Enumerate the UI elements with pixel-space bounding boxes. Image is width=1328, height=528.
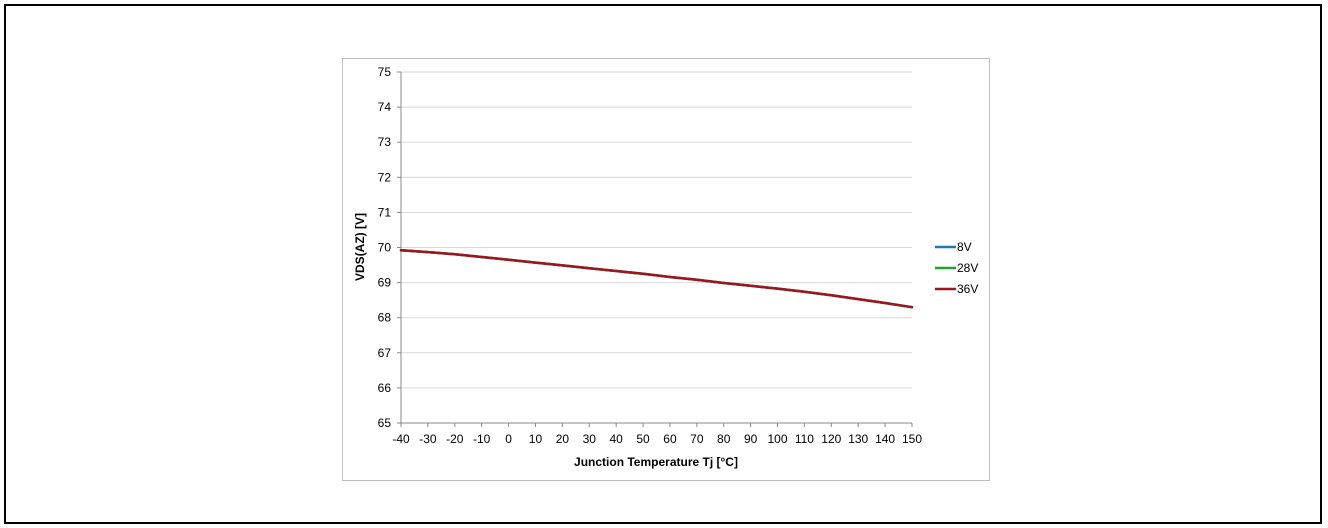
x-tick-label: 50 (636, 432, 650, 446)
x-tick-label: 10 (529, 432, 543, 446)
y-tick-label: 67 (378, 346, 392, 360)
legend-label: 28V (957, 261, 978, 275)
y-axis-label: VDS(AZ) [V] (353, 213, 367, 281)
legend: 8V 28V 36V (935, 240, 978, 296)
x-tick-label: -30 (419, 432, 437, 446)
x-tick-label: 0 (505, 432, 512, 446)
legend-label: 8V (957, 240, 972, 254)
y-tick-label: 72 (378, 170, 392, 184)
y-tick-label: 65 (378, 416, 392, 430)
y-axis-ticks: 65 66 67 68 69 70 71 72 73 74 75 (378, 65, 392, 430)
y-tick-label: 68 (378, 311, 392, 325)
x-tick-label: 130 (848, 432, 868, 446)
gridlines (397, 71, 913, 427)
x-tick-label: 40 (609, 432, 623, 446)
x-tick-label: 100 (768, 432, 788, 446)
y-tick-label: 75 (378, 65, 392, 79)
y-tick-label: 73 (378, 135, 392, 149)
x-tick-label: 140 (875, 432, 895, 446)
chart-frame (342, 58, 990, 481)
y-tick-label: 69 (378, 276, 392, 290)
legend-label: 36V (957, 282, 978, 296)
x-tick-label: -10 (473, 432, 491, 446)
x-tick-label: 120 (821, 432, 841, 446)
x-tick-label: 80 (717, 432, 731, 446)
x-tick-label: 110 (795, 432, 814, 446)
y-tick-label: 74 (378, 100, 392, 114)
x-tick-label: 60 (663, 432, 677, 446)
x-axis-ticks: -40 -30 -20 -10 0 10 20 30 40 50 60 70 80 90 100 110 120… (392, 432, 922, 446)
x-tick-label: -20 (446, 432, 464, 446)
y-tick-label: 71 (378, 205, 392, 219)
x-axis-label: Junction Temperature Tj [°C] (574, 455, 738, 469)
series-line-8v (399, 249, 914, 309)
x-tick-label: 90 (744, 432, 758, 446)
page-frame (4, 4, 1322, 524)
x-tick-label: 30 (583, 432, 597, 446)
x-tick-label: 20 (556, 432, 570, 446)
y-tick-label: 66 (378, 381, 392, 395)
x-tick-label: 70 (690, 432, 704, 446)
series-lines (399, 249, 914, 309)
series-line-36v (399, 249, 914, 309)
x-tick-label: -40 (392, 432, 410, 446)
x-tick-label: 150 (902, 432, 922, 446)
series-line-28v (399, 249, 914, 309)
y-tick-label: 70 (378, 241, 392, 255)
